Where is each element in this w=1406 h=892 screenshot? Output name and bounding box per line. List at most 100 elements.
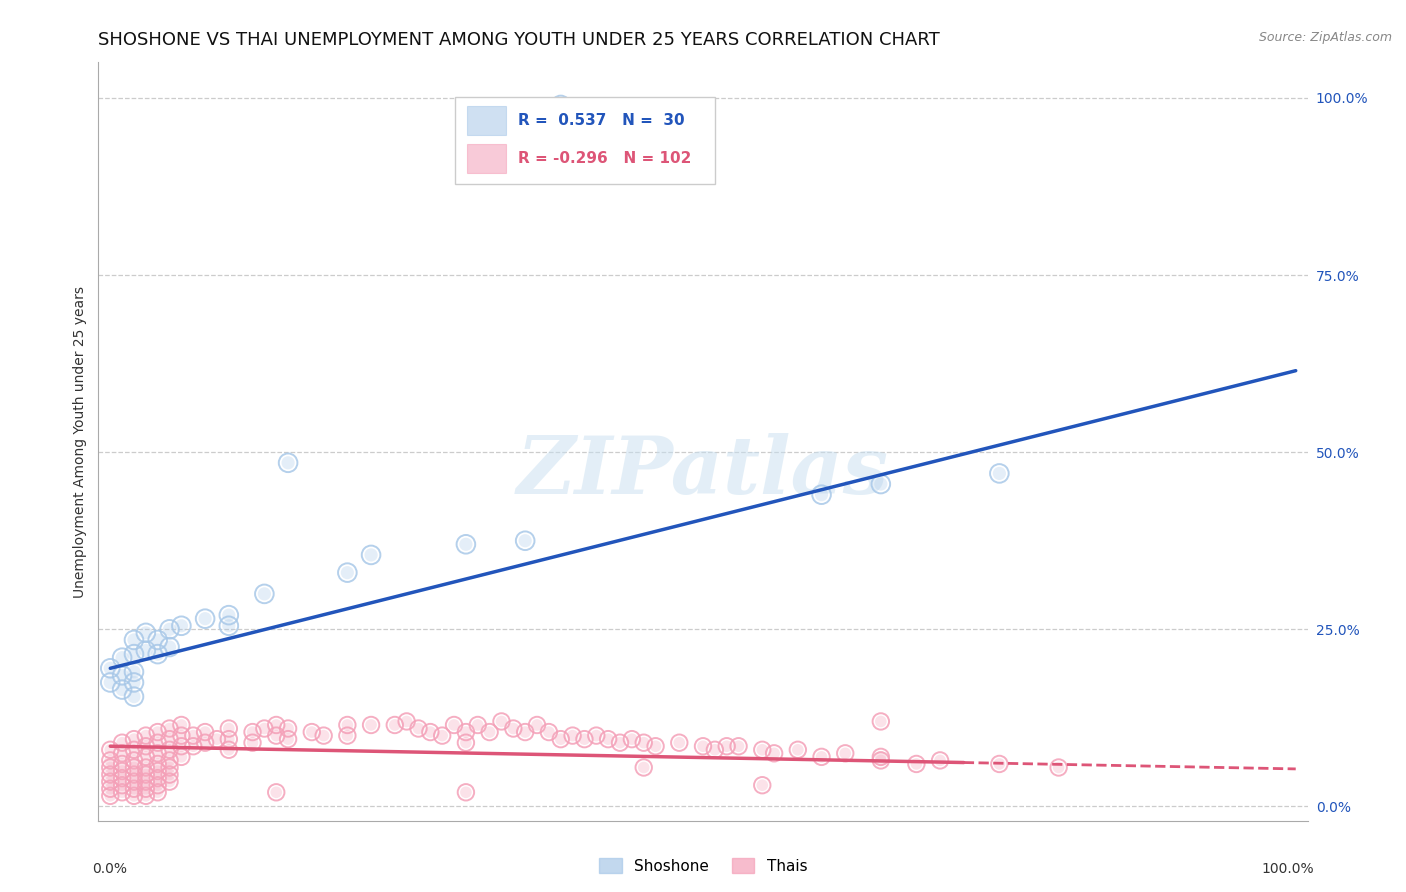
Point xyxy=(146,764,169,778)
Point xyxy=(122,760,145,774)
Point xyxy=(443,718,465,732)
Point xyxy=(360,548,382,562)
Point xyxy=(135,625,157,640)
FancyBboxPatch shape xyxy=(467,145,506,173)
Point xyxy=(633,736,655,750)
Point xyxy=(181,729,204,743)
Point xyxy=(929,753,952,767)
Point xyxy=(159,767,181,781)
Point xyxy=(205,732,228,747)
Point xyxy=(692,739,714,754)
Point xyxy=(242,725,264,739)
Point xyxy=(111,682,134,697)
Point xyxy=(491,714,513,729)
Point xyxy=(644,739,666,754)
Point xyxy=(515,533,537,548)
Point xyxy=(312,729,335,743)
Point xyxy=(633,736,655,750)
Point xyxy=(122,774,145,789)
Point xyxy=(395,714,418,729)
Point xyxy=(336,566,359,580)
Point xyxy=(146,725,169,739)
Point xyxy=(135,739,157,754)
Point xyxy=(98,760,121,774)
Point xyxy=(336,729,359,743)
Point xyxy=(454,736,477,750)
Point xyxy=(135,774,157,789)
Point xyxy=(122,789,145,803)
Point xyxy=(111,771,134,785)
Point xyxy=(218,722,240,736)
Point xyxy=(574,732,596,747)
Point xyxy=(122,690,145,704)
Point xyxy=(277,732,299,747)
Point xyxy=(146,778,169,792)
Point xyxy=(111,756,134,771)
Point xyxy=(170,718,193,732)
Point xyxy=(277,722,299,736)
Point xyxy=(218,743,240,757)
Point xyxy=(218,619,240,633)
Point xyxy=(633,760,655,774)
Text: R =  0.537   N =  30: R = 0.537 N = 30 xyxy=(517,113,685,128)
Point xyxy=(98,774,121,789)
Point xyxy=(194,736,217,750)
Point xyxy=(146,785,169,799)
Point xyxy=(810,750,832,764)
Point xyxy=(301,725,323,739)
Point xyxy=(146,736,169,750)
Point xyxy=(703,743,725,757)
Point xyxy=(122,732,145,747)
Point xyxy=(869,714,891,729)
Text: Source: ZipAtlas.com: Source: ZipAtlas.com xyxy=(1258,31,1392,45)
Point xyxy=(384,718,406,732)
Point xyxy=(988,467,1011,481)
Point xyxy=(253,722,276,736)
Point xyxy=(122,675,145,690)
Point xyxy=(312,729,335,743)
Point xyxy=(526,718,548,732)
Text: 100.0%: 100.0% xyxy=(1261,863,1313,876)
Point xyxy=(727,739,749,754)
Point xyxy=(135,767,157,781)
Point xyxy=(135,767,157,781)
Point xyxy=(454,785,477,799)
Point xyxy=(585,729,607,743)
Point xyxy=(395,714,418,729)
Point xyxy=(703,743,725,757)
Point xyxy=(111,747,134,761)
Point xyxy=(122,760,145,774)
Point xyxy=(159,743,181,757)
Point xyxy=(170,729,193,743)
Point xyxy=(146,647,169,661)
Point xyxy=(98,661,121,675)
Point xyxy=(111,747,134,761)
Point xyxy=(763,747,786,761)
Point xyxy=(869,714,891,729)
Point xyxy=(122,753,145,767)
Point xyxy=(98,760,121,774)
Point xyxy=(218,608,240,623)
Point xyxy=(537,725,560,739)
Point xyxy=(869,753,891,767)
Point xyxy=(218,722,240,736)
Point xyxy=(194,736,217,750)
Point xyxy=(550,98,572,112)
Point xyxy=(159,753,181,767)
Point xyxy=(122,781,145,796)
Point xyxy=(467,718,489,732)
Point xyxy=(609,736,631,750)
Point xyxy=(336,718,359,732)
Point xyxy=(834,747,856,761)
Point xyxy=(122,632,145,647)
Point xyxy=(194,612,217,626)
Point xyxy=(159,774,181,789)
Point xyxy=(218,743,240,757)
Point xyxy=(810,488,832,502)
Point xyxy=(515,533,537,548)
Point xyxy=(170,729,193,743)
Point xyxy=(146,647,169,661)
Point xyxy=(111,764,134,778)
Point xyxy=(98,753,121,767)
Point xyxy=(432,729,454,743)
